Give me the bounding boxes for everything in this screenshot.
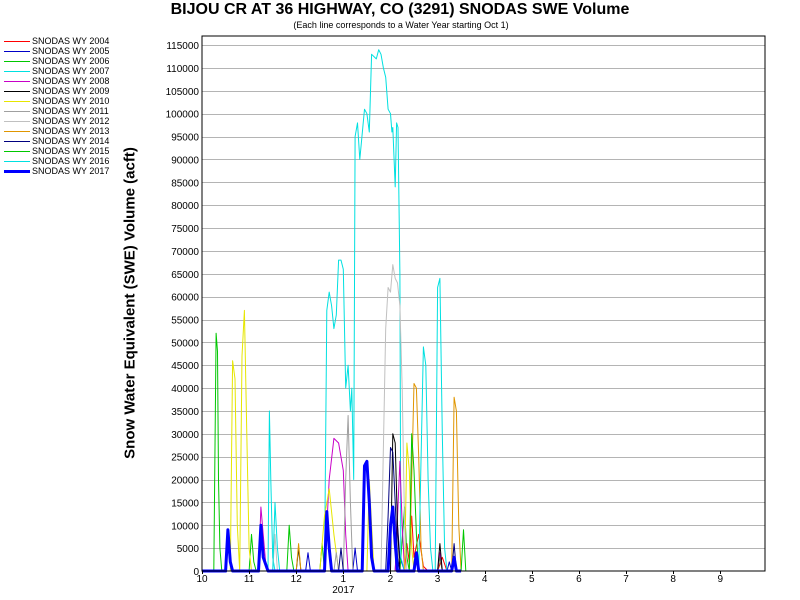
legend-swatch [4,141,30,142]
legend-item: SNODAS WY 2013 [4,126,129,136]
legend-label: SNODAS WY 2014 [32,136,110,146]
legend-label: SNODAS WY 2009 [32,86,110,96]
x-tick-label: 9 [717,574,723,585]
y-tick-label: 5000 [177,544,200,555]
series-lines [202,49,480,573]
legend-swatch [4,170,30,173]
legend-swatch [4,161,30,162]
legend-item: SNODAS WY 2007 [4,66,129,76]
x-tick-label: 5 [529,574,535,585]
y-tick-label: 60000 [171,293,199,304]
legend-label: SNODAS WY 2013 [32,126,110,136]
legend-label: SNODAS WY 2015 [32,146,110,156]
legend-item: SNODAS WY 2008 [4,76,129,86]
legend-swatch [4,61,30,62]
y-tick-label: 90000 [171,155,199,166]
legend-label: SNODAS WY 2012 [32,116,110,126]
legend-item: SNODAS WY 2010 [4,96,129,106]
chart-subtitle-text: (Each line corresponds to a Water Year s… [293,20,509,30]
y-tick-label: 110000 [166,64,199,75]
axis-labels: 0 5000 10000 15000 20000 25000 30000 35000 40000… [166,41,724,596]
y-tick-label: 65000 [171,270,199,281]
y-tick-label: 80000 [171,201,199,212]
plot-frame [201,35,766,572]
legend-label: SNODAS WY 2011 [32,106,109,116]
series-line [202,433,480,572]
legend-swatch [4,41,30,42]
legend-swatch [4,51,30,52]
x-tick-label: 10 [196,574,208,585]
series-line [202,49,466,572]
series-line [202,447,462,572]
legend-label: SNODAS WY 2004 [32,36,110,46]
chart-title: BIJOU CR AT 36 HIGHWAY, CO (3291) SNODAS… [170,1,630,18]
y-tick-label: 85000 [171,178,199,189]
y-tick-label: 100000 [166,110,200,121]
y-tick-label: 15000 [171,498,199,509]
series-line [202,383,476,572]
legend-item: SNODAS WY 2014 [4,136,129,146]
legend-swatch [4,111,30,112]
y-tick-label: 40000 [171,384,199,395]
y-tick-label: 0 [193,567,199,578]
x-tick-label: 12 [291,574,303,585]
legend-label: SNODAS WY 2008 [32,76,110,86]
y-tick-label: 75000 [171,224,199,235]
legend-swatch [4,71,30,72]
legend: SNODAS WY 2004 SNODAS WY 2005 SNODAS WY 20… [4,36,129,176]
x-year-label: 2017 [332,585,355,596]
legend-label: SNODAS WY 2010 [32,96,110,106]
x-tick-label: 11 [244,574,255,585]
series-line [202,515,457,572]
x-tick-label: 1 [341,574,347,585]
series-line [202,346,462,572]
legend-item: SNODAS WY 2012 [4,116,129,126]
legend-swatch [4,91,30,92]
legend-swatch [4,151,30,152]
legend-item: SNODAS WY 2015 [4,146,129,156]
x-tick-label: 3 [435,574,441,585]
legend-label: SNODAS WY 2016 [32,156,110,166]
legend-item: SNODAS WY 2016 [4,156,129,166]
x-tick-label: 7 [623,574,629,585]
x-tick-label: 4 [482,574,488,585]
y-tick-label: 35000 [171,407,199,418]
y-tick-label: 50000 [171,338,199,349]
y-tick-label: 105000 [166,87,200,98]
legend-item: SNODAS WY 2004 [4,36,129,46]
legend-item: SNODAS WY 2005 [4,46,129,56]
legend-label: SNODAS WY 2005 [32,46,110,56]
legend-swatch [4,131,30,132]
legend-swatch [4,101,30,102]
y-tick-label: 25000 [171,453,199,464]
legend-label: SNODAS WY 2017 [32,166,110,176]
series-line [202,309,462,572]
y-tick-label: 70000 [171,247,199,258]
y-tick-label: 55000 [171,316,199,327]
legend-swatch [4,81,30,82]
x-tick-label: 8 [670,574,676,585]
y-tick-label: 95000 [171,133,199,144]
y-tick-label: 10000 [171,521,199,532]
legend-item: SNODAS WY 2006 [4,56,129,66]
legend-item: SNODAS WY 2009 [4,86,129,96]
legend-swatch [4,121,30,122]
y-tick-label: 45000 [171,361,199,372]
legend-item: SNODAS WY 2017 [4,166,129,176]
series-line [202,264,462,572]
x-tick-label: 2 [388,574,394,585]
y-tick-label: 20000 [171,476,199,487]
x-tick-label: 6 [576,574,582,585]
legend-item: SNODAS WY 2011 [4,106,129,116]
chart-subtitle: (Each line corresponds to a Water Year s… [0,20,800,30]
legend-label: SNODAS WY 2007 [32,66,110,76]
legend-label: SNODAS WY 2006 [32,56,110,66]
y-tick-label: 115000 [166,41,199,52]
y-tick-label: 30000 [171,430,199,441]
grid-lines [202,45,765,549]
